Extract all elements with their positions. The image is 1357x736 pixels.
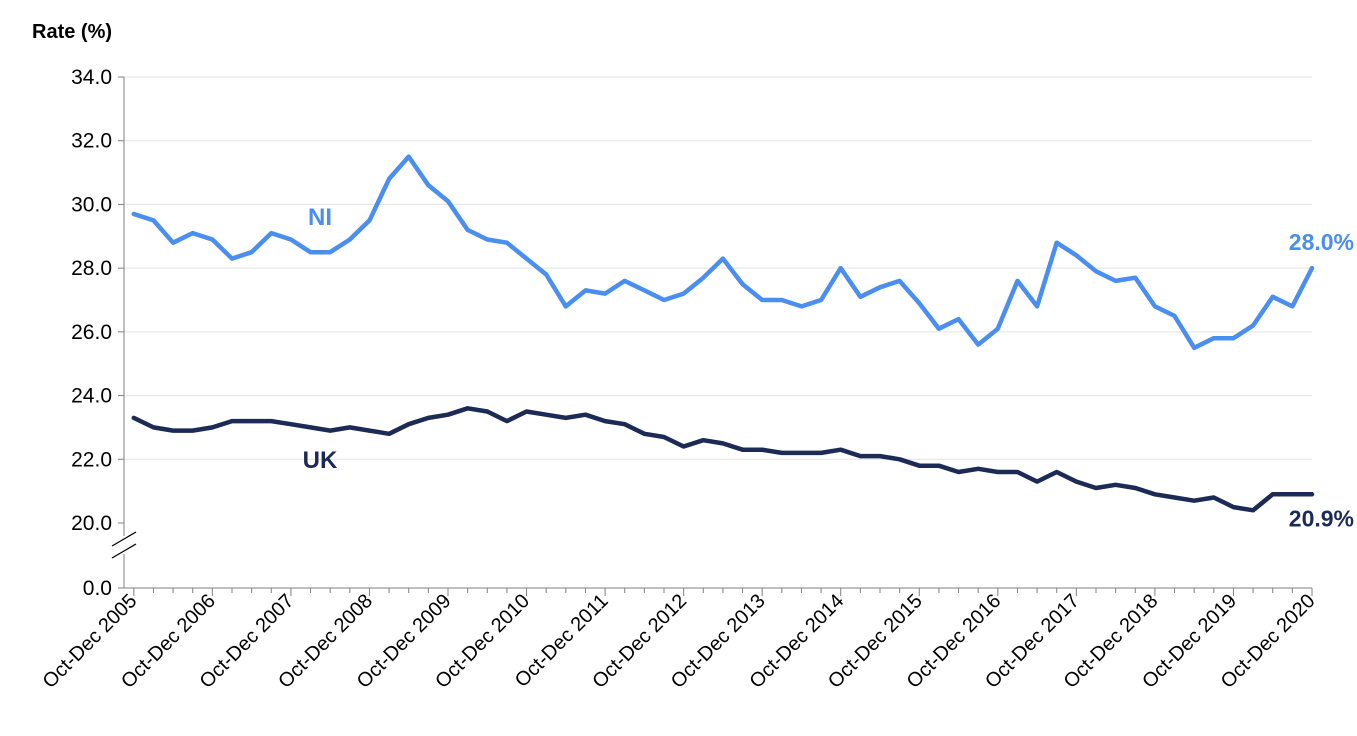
y-tick-label: 30.0 bbox=[71, 193, 112, 216]
axis-break-mark bbox=[111, 531, 137, 547]
series-label-ni: NI bbox=[308, 204, 332, 231]
end-value-label-ni: 28.0% bbox=[1289, 229, 1354, 255]
y-tick-label: 22.0 bbox=[71, 448, 112, 471]
axes: 0.020.022.024.026.028.030.032.034.0Oct-D… bbox=[39, 66, 1320, 693]
y-tick-label: 26.0 bbox=[71, 321, 112, 344]
series-lines bbox=[131, 154, 1315, 513]
series-label-uk: UK bbox=[303, 447, 338, 474]
series-line-uk bbox=[131, 406, 1315, 513]
y-axis-title: Rate (%) bbox=[32, 21, 112, 43]
y-tick-label: 24.0 bbox=[71, 385, 112, 408]
y-tick-label: 20.0 bbox=[71, 512, 112, 535]
y-tick-label: 34.0 bbox=[71, 66, 112, 89]
end-value-label-uk: 20.9% bbox=[1289, 505, 1354, 531]
gridlines bbox=[124, 76, 1312, 460]
y-tick-label: 32.0 bbox=[71, 130, 112, 153]
y-tick-label: 0.0 bbox=[83, 577, 112, 600]
y-tick-label: 28.0 bbox=[71, 257, 112, 280]
series-line-ni bbox=[131, 154, 1315, 351]
series-labels: NI UK 28.0% 20.9% bbox=[303, 204, 1354, 531]
axis-break-mark bbox=[111, 543, 137, 559]
